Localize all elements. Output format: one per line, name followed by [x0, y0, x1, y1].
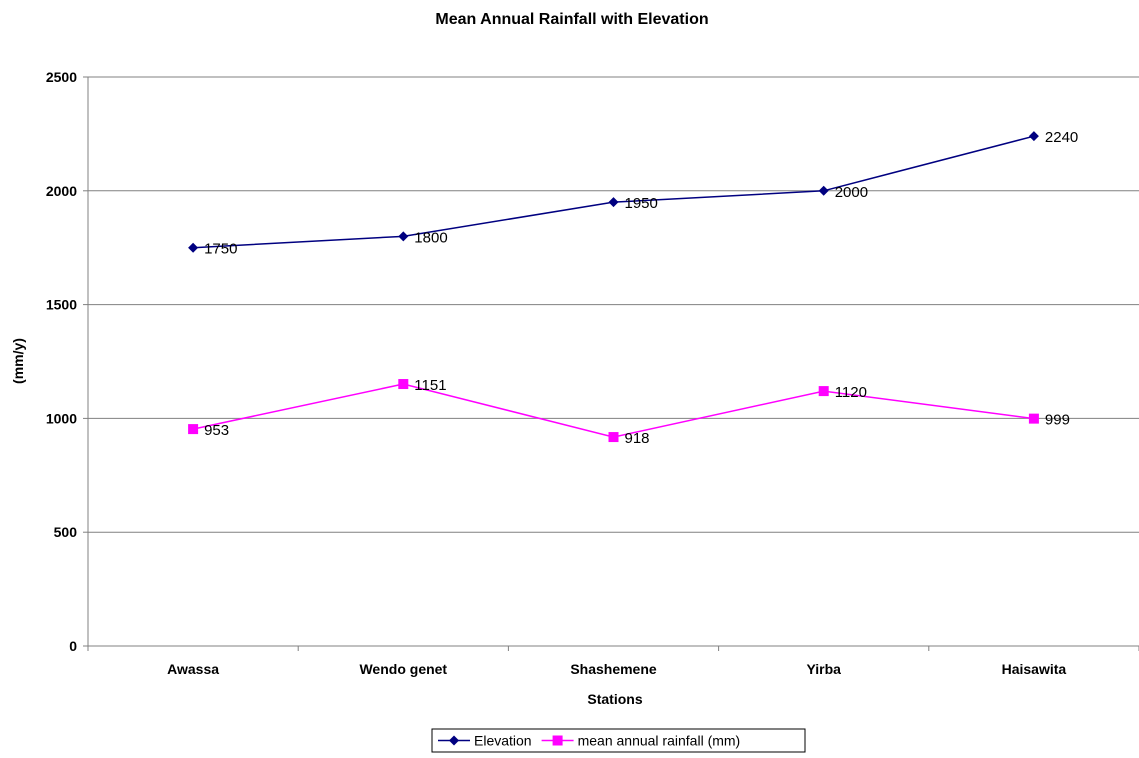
y-tick-label: 2500	[46, 69, 77, 85]
legend-label: mean annual rainfall (mm)	[578, 733, 741, 749]
data-point-marker	[398, 231, 409, 242]
data-label: 1750	[204, 241, 237, 258]
x-tick-label: Wendo genet	[359, 661, 447, 677]
data-label: 1120	[835, 384, 867, 401]
series-elevation: 1750 1800 1950 2000 2240	[188, 129, 1078, 258]
data-label: 918	[625, 430, 650, 447]
series-line	[193, 135, 1035, 249]
y-tick-label: 0	[69, 638, 77, 654]
y-tick-label: 1500	[46, 297, 77, 313]
data-point-marker	[1028, 413, 1039, 424]
y-tick-labels: 0 500 1000 1500 2000 2500	[46, 69, 77, 654]
data-point-marker	[1028, 131, 1039, 142]
data-label: 1950	[625, 195, 658, 212]
x-tick-label: Shashemene	[570, 661, 657, 677]
data-point-marker	[608, 197, 619, 208]
data-label: 999	[1045, 412, 1070, 429]
data-point-marker	[608, 432, 619, 443]
data-label: 1800	[414, 229, 447, 246]
legend-marker	[449, 735, 459, 746]
x-tick-labels: Awassa Wendo genet Shashemene Yirba Haisawit…	[167, 661, 1066, 677]
data-point-marker	[818, 386, 829, 397]
legend: Elevation mean annual rainfall (mm)	[431, 728, 806, 753]
series-rainfall: 953 1151 918 1120 999	[188, 377, 1070, 447]
gridlines	[88, 76, 1139, 533]
data-point-marker	[398, 379, 409, 390]
legend-item: mean annual rainfall (mm)	[541, 733, 741, 749]
data-label: 2240	[1045, 129, 1078, 146]
series-line	[192, 383, 1034, 438]
axes	[83, 76, 1139, 651]
legend-item: Elevation	[438, 733, 532, 749]
data-point-marker	[188, 424, 199, 435]
y-tick-label: 1000	[46, 410, 77, 426]
chart-title: Mean Annual Rainfall with Elevation	[435, 11, 708, 28]
y-axis-label: (mm/y)	[10, 338, 26, 384]
y-tick-label: 2000	[46, 183, 77, 199]
data-point-marker	[188, 242, 199, 253]
legend-box	[431, 728, 806, 753]
x-axis-label: Stations	[587, 691, 642, 707]
legend-marker	[552, 735, 563, 746]
x-tick-label: Awassa	[167, 661, 219, 677]
data-label: 1151	[414, 377, 446, 394]
x-tick-label: Haisawita	[1002, 661, 1067, 677]
data-label: 953	[204, 422, 229, 439]
y-tick-label: 500	[54, 524, 78, 540]
data-label: 2000	[835, 184, 868, 201]
legend-label: Elevation	[474, 733, 532, 749]
data-point-marker	[818, 185, 829, 196]
series: 1750 1800 1950 2000 2240 953 1151 918 1120 999	[188, 129, 1078, 447]
x-tick-label: Yirba	[806, 661, 841, 677]
